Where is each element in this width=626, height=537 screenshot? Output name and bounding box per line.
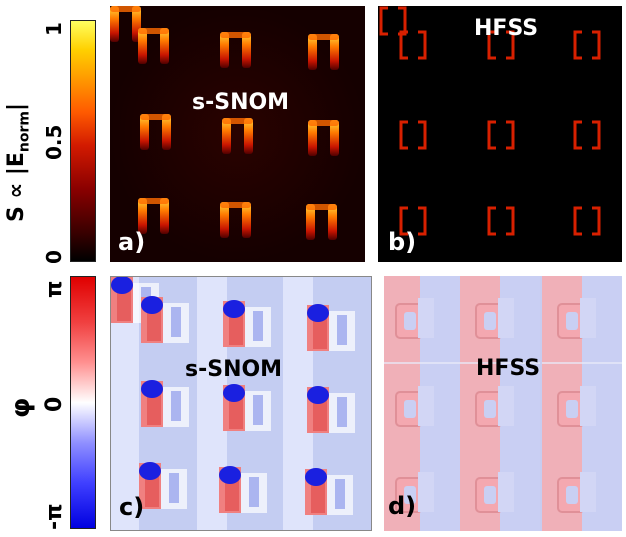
amplitude-axis-suffix: |: [4, 102, 29, 112]
amplitude-colorbar: [70, 20, 96, 262]
panel-c-title: s-SNOM: [185, 357, 283, 382]
panel-c-snom-phase: s-SNOM c): [110, 276, 372, 531]
phase-tick-0: 0: [42, 396, 67, 412]
panel-d-image: [384, 276, 622, 531]
panel-a-title: s-SNOM: [192, 90, 290, 115]
phase-tick-pi: π: [42, 280, 67, 298]
amplitude-tick-1: 1: [42, 22, 66, 36]
amplitude-tick-0-5: 0.5: [42, 124, 66, 160]
panel-b-title: HFSS: [474, 16, 539, 41]
amplitude-axis-sub: norm: [16, 111, 33, 153]
amplitude-axis-label: S ∝ |Enorm|: [4, 103, 32, 222]
amplitude-tick-0: 0: [42, 250, 66, 264]
panel-c-image: [111, 277, 371, 530]
amplitude-axis-text: S ∝ |E: [4, 152, 29, 222]
panel-a-image: [110, 6, 365, 262]
panel-c-letter: c): [119, 493, 145, 521]
panel-b-image: [379, 6, 601, 236]
phase-colorbar: [70, 276, 96, 529]
panel-d-letter: d): [388, 492, 417, 520]
panel-d-title: HFSS: [476, 356, 541, 381]
panel-b-letter: b): [388, 228, 417, 256]
panel-b-hfss-amplitude: HFSS b): [378, 6, 622, 262]
phase-axis-label: φ: [6, 397, 36, 418]
panel-a-snom-amplitude: s-SNOM a): [110, 6, 365, 262]
phase-tick-minus-pi: -π: [42, 503, 67, 530]
panel-d-hfss-phase: HFSS d): [384, 276, 622, 531]
panel-a-letter: a): [118, 228, 146, 256]
